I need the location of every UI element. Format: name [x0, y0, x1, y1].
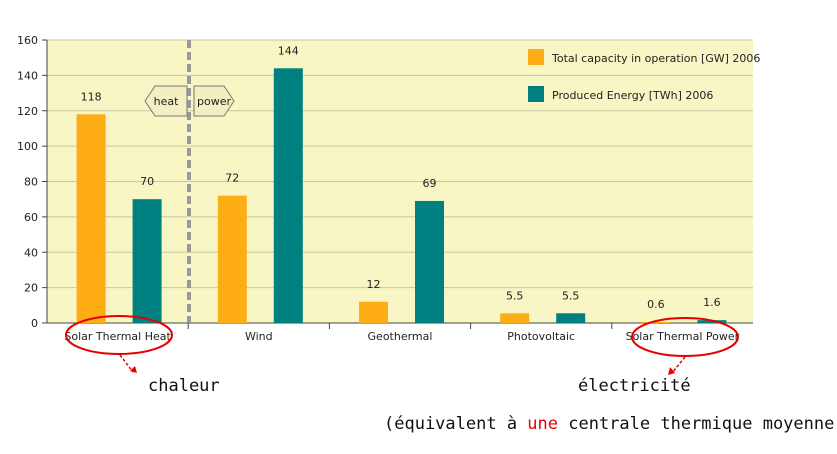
- chaleur-note: chaleur: [148, 376, 220, 396]
- equiv-after: centrale thermique moyenne): [558, 414, 837, 434]
- legend-swatch-energy: [528, 86, 544, 102]
- y-tick-label: 20: [24, 282, 38, 295]
- electricite-note: électricité: [578, 376, 691, 396]
- x-tick-label: Wind: [245, 330, 273, 343]
- equiv-before: (équivalent à: [384, 414, 528, 434]
- bar-capacity: [500, 313, 530, 323]
- bar-energy: [556, 313, 586, 323]
- data-label: 5.5: [506, 289, 524, 302]
- bar-energy: [273, 68, 303, 323]
- bar-capacity: [217, 195, 247, 323]
- y-tick-label: 140: [17, 69, 38, 82]
- bar-capacity: [359, 301, 388, 323]
- data-label: 70: [140, 175, 154, 188]
- solar-thermal-power-highlight: [631, 317, 739, 357]
- data-label: 5.5: [562, 289, 580, 302]
- x-tick-label: Solar Thermal Heat: [64, 330, 171, 343]
- data-label: 144: [278, 44, 299, 57]
- x-tick-label: Geothermal: [368, 330, 433, 343]
- bar-energy: [132, 199, 162, 323]
- bar-capacity: [76, 114, 106, 323]
- data-label: 0.6: [647, 298, 665, 311]
- heat-arrow: heat: [144, 85, 188, 117]
- equivalence-note: (équivalent à une centrale thermique moy…: [384, 414, 837, 434]
- y-tick-label: 0: [31, 317, 38, 330]
- y-axis: 0 20 40 60 80 100 120 140 160: [17, 34, 753, 330]
- x-tick-label: Photovoltaic: [507, 330, 575, 343]
- bar-capacity: [641, 321, 671, 323]
- data-label: 72: [225, 172, 239, 185]
- y-tick-label: 60: [24, 211, 38, 224]
- gridlines: [47, 39, 753, 289]
- power-pointer-arrow: [668, 356, 686, 375]
- legend: Total capacity in operation [GW] 2006 Pr…: [528, 49, 760, 102]
- data-label: 1.6: [703, 296, 721, 309]
- bars: [76, 68, 727, 323]
- legend-label-capacity: Total capacity in operation [GW] 2006: [551, 52, 760, 65]
- y-tick-label: 120: [17, 105, 38, 118]
- y-tick-label: 40: [24, 246, 38, 259]
- power-arrow: power: [193, 85, 235, 117]
- solar-thermal-heat-highlight: [65, 315, 173, 355]
- equiv-highlight: une: [527, 414, 559, 434]
- power-arrow-label: power: [197, 95, 231, 108]
- legend-label-energy: Produced Energy [TWh] 2006: [552, 89, 713, 102]
- heat-arrow-label: heat: [154, 95, 179, 108]
- legend-swatch-capacity: [528, 49, 544, 65]
- data-label: 69: [423, 177, 437, 190]
- heat-pointer-arrow: [119, 354, 137, 373]
- x-tick-label: Solar Thermal Power: [626, 330, 740, 343]
- data-label: 12: [367, 278, 381, 291]
- y-tick-label: 100: [17, 140, 38, 153]
- x-axis: Solar Thermal Heat Wind Geothermal Photovol…: [64, 323, 740, 343]
- y-tick-label: 80: [24, 176, 38, 189]
- bar-energy: [415, 200, 444, 323]
- data-labels: 118 70 72 144 12 69 5.5 5.5 0.6 1.6: [81, 44, 721, 311]
- y-tick-label: 160: [17, 34, 38, 47]
- data-label: 118: [81, 90, 102, 103]
